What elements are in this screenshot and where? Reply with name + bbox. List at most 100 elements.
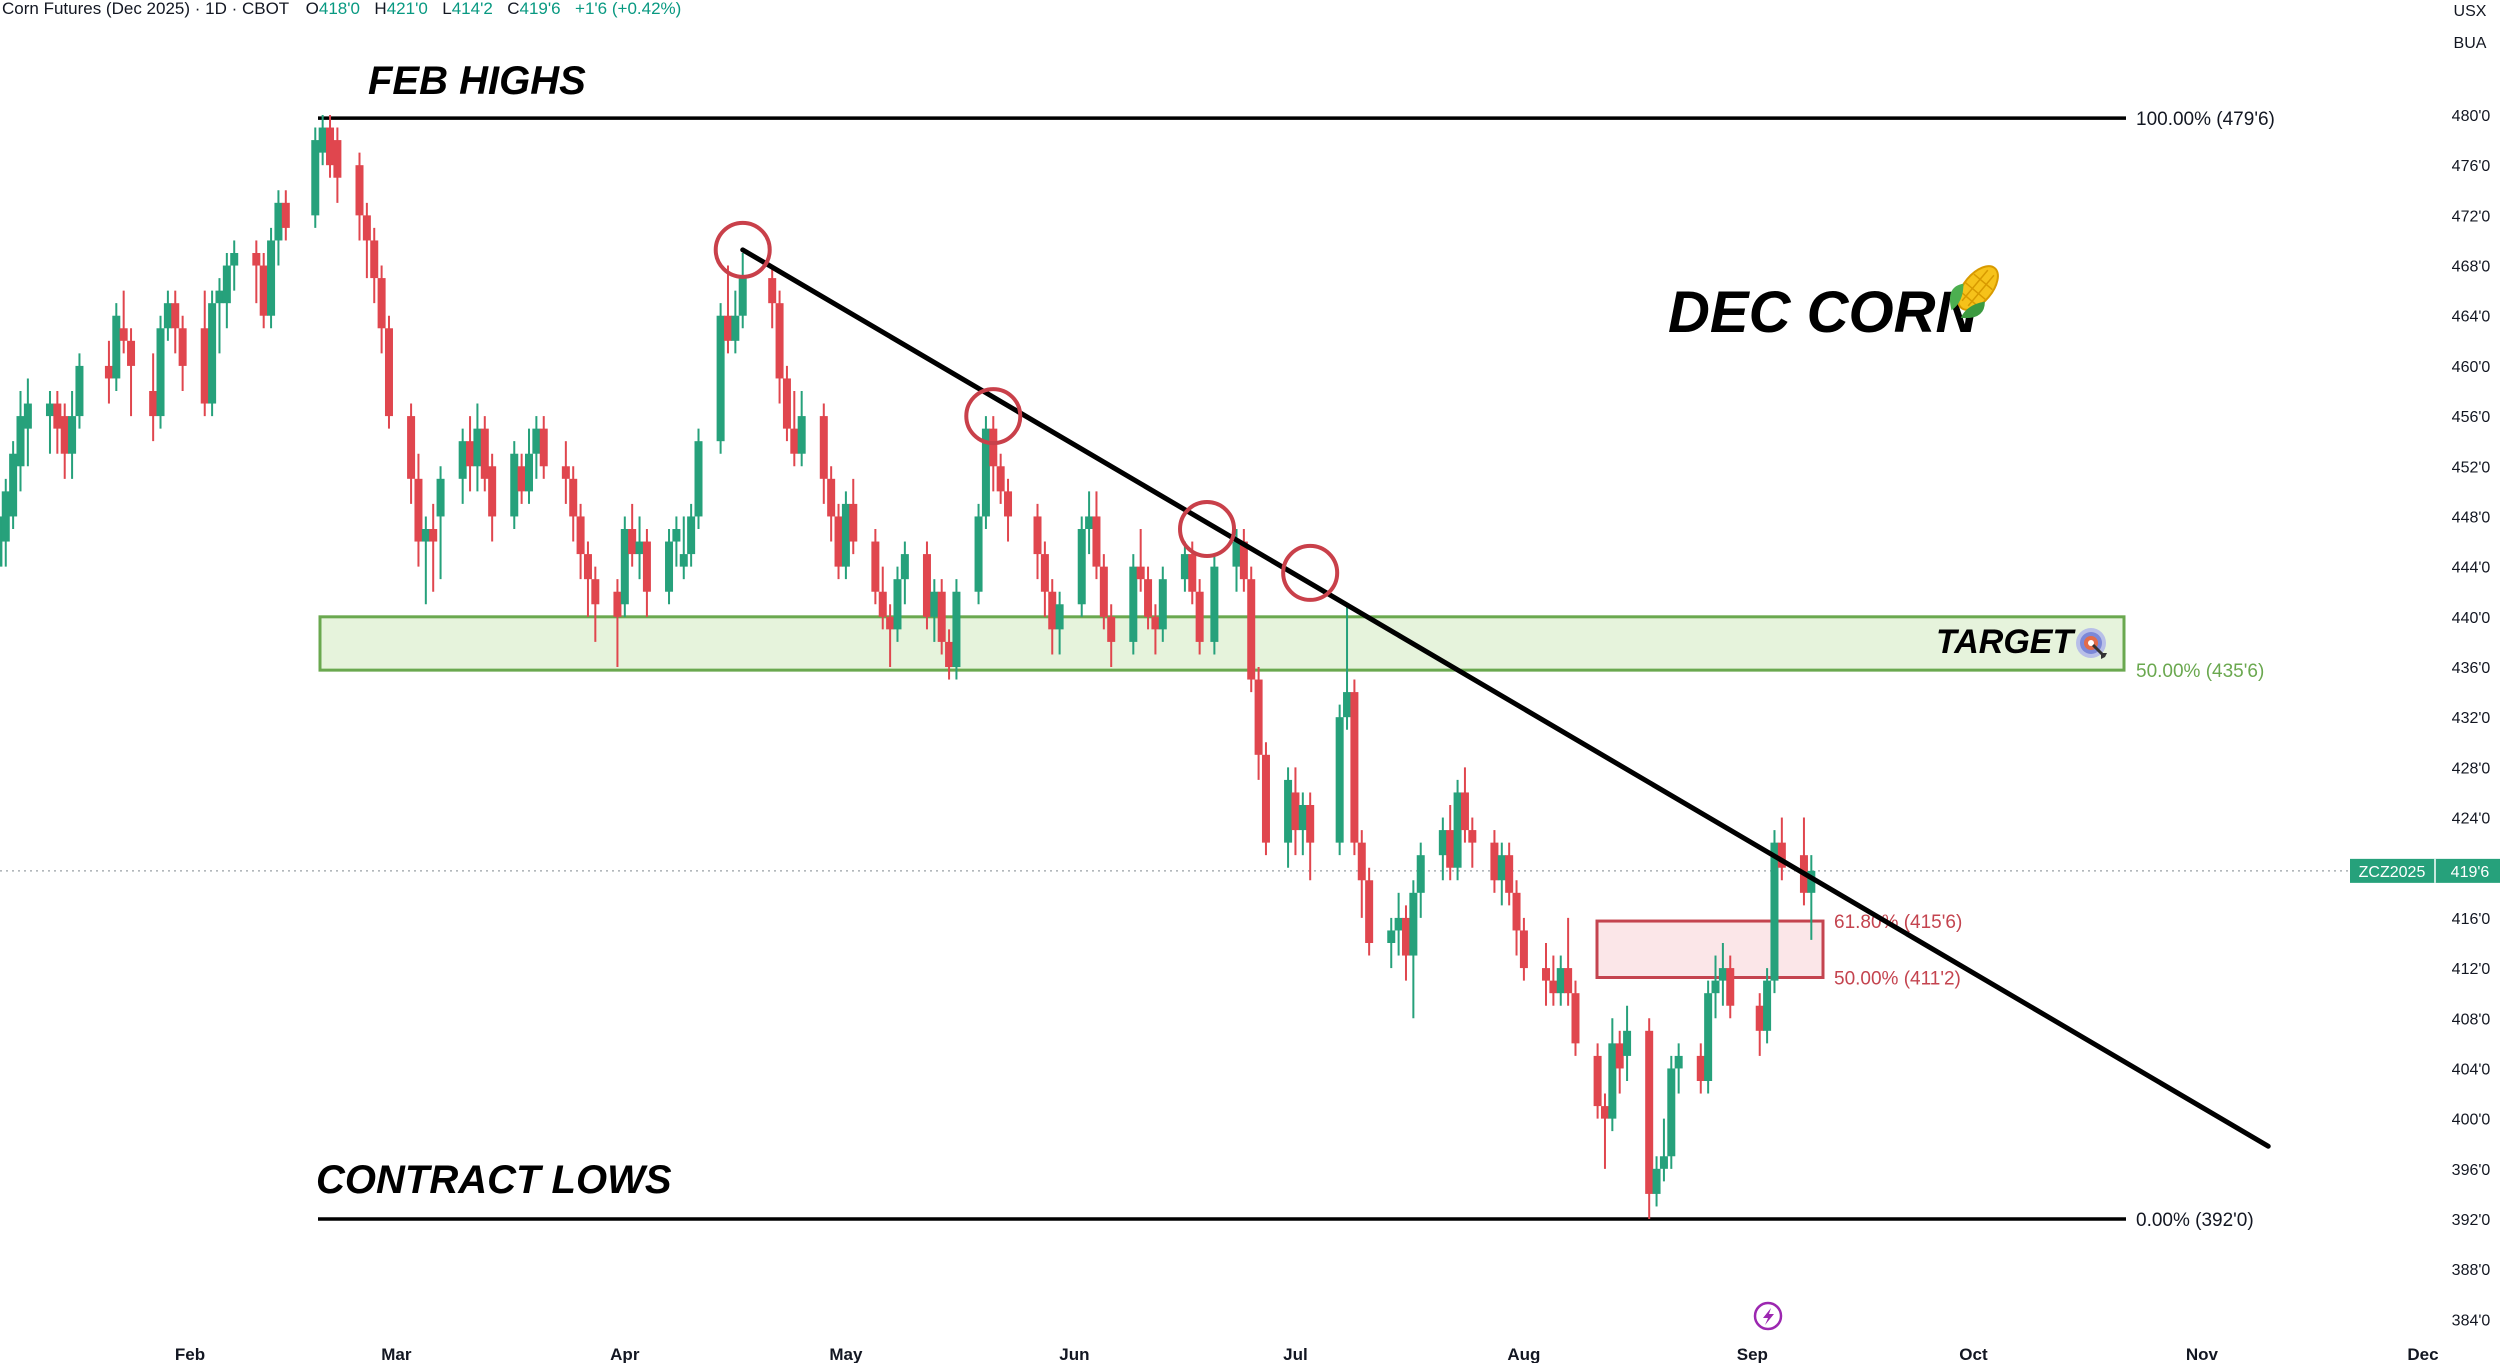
candle-body	[665, 541, 674, 592]
price-tick-label: 472'0	[2452, 208, 2491, 225]
candle-body	[1195, 591, 1204, 642]
candle-body	[613, 591, 622, 617]
candle-body	[488, 466, 497, 517]
candle	[1460, 767, 1469, 843]
candle	[642, 529, 651, 617]
candle	[163, 290, 172, 341]
feb-highs-label: FEB HIGHS	[368, 59, 586, 103]
candle-body	[974, 516, 983, 592]
candle	[665, 529, 674, 605]
candle-body	[1704, 993, 1713, 1081]
time-tick-label: Aug	[1507, 1345, 1540, 1363]
candle-body	[989, 428, 998, 467]
time-axis[interactable]: Feb Mar Apr May Jun Jul Aug Sep Oct Nov Dec	[175, 1345, 2439, 1363]
change-value: +1'6 (+0.42%)	[575, 0, 681, 18]
candle	[952, 579, 961, 680]
lightning-icon[interactable]	[1753, 1301, 1783, 1331]
candle	[1343, 604, 1352, 730]
price-axis[interactable]: 480'0 476'0 472'0 468'0 464'0 460'0 456'0 452'0…	[2350, 108, 2500, 1329]
candle	[989, 416, 998, 492]
candle	[1055, 591, 1064, 655]
candle	[1571, 980, 1580, 1056]
candle-body	[1542, 968, 1551, 981]
candle-body	[1055, 604, 1064, 630]
header-ohlc: Corn Futures (Dec 2025) · 1D · CBOT O418…	[2, 0, 681, 18]
candle-body	[900, 554, 909, 580]
candle	[1549, 955, 1558, 1006]
candle	[1048, 579, 1057, 655]
candle	[1394, 892, 1403, 956]
candle-body	[1232, 541, 1241, 567]
candle	[112, 303, 121, 391]
candle	[672, 516, 681, 567]
candle	[318, 115, 327, 166]
candle	[421, 516, 430, 605]
candle-body	[267, 240, 276, 316]
candle-body	[1446, 830, 1455, 868]
candle	[1799, 817, 1808, 906]
candle-body	[1387, 930, 1396, 943]
candle	[429, 503, 438, 592]
candle-body	[1033, 516, 1042, 555]
candle	[1777, 817, 1786, 881]
candle	[1306, 792, 1315, 881]
candle	[834, 503, 843, 580]
candle-body	[1807, 870, 1816, 893]
candle-body	[1144, 579, 1153, 617]
dec-corn-title: DEC CORN	[1668, 280, 1978, 345]
candle-body	[1254, 679, 1263, 755]
candle-body	[1004, 491, 1013, 517]
candle-body	[1667, 1068, 1676, 1157]
candle-body	[407, 416, 416, 479]
candle	[1195, 579, 1204, 655]
close-value: 419'6	[520, 0, 561, 18]
candle	[1763, 968, 1772, 1044]
candle-body	[1600, 1106, 1609, 1119]
time-tick-label: Apr	[610, 1345, 640, 1363]
price-tick-label: 456'0	[2452, 409, 2491, 426]
candle	[1151, 604, 1160, 655]
candle-body	[252, 253, 261, 266]
candle-body	[1777, 842, 1786, 868]
candle-body	[768, 278, 777, 304]
candle-body	[1564, 968, 1573, 994]
candle	[790, 391, 799, 467]
candle	[75, 353, 84, 429]
high-label: H	[374, 0, 386, 18]
candle	[1600, 1093, 1609, 1169]
candle-body	[1401, 917, 1410, 956]
retracement-zone	[1595, 919, 1825, 980]
candle-body	[1158, 579, 1167, 630]
candle-body	[112, 315, 121, 379]
candle-body	[1136, 566, 1145, 580]
candle-body	[576, 516, 585, 555]
fib-50-green-label: 50.00% (435'6)	[2136, 661, 2264, 682]
trendline-layer[interactable]	[713, 220, 2271, 1149]
candle	[407, 403, 416, 504]
candle-body	[60, 416, 69, 454]
candle-body	[679, 554, 688, 567]
candle-body	[1180, 554, 1189, 580]
candle	[326, 115, 335, 178]
candle-body	[1623, 1030, 1632, 1056]
candle	[981, 416, 990, 529]
candle-body	[1497, 855, 1506, 881]
candle	[149, 353, 158, 442]
candle	[119, 290, 128, 354]
candle-body	[1335, 717, 1344, 843]
candle-body	[532, 428, 541, 454]
candle	[377, 265, 386, 354]
candle	[871, 529, 880, 605]
candle	[1284, 767, 1293, 868]
candle-body	[215, 290, 224, 304]
candle-body	[1040, 554, 1049, 592]
candle	[1387, 917, 1396, 969]
price-tick-label: 392'0	[2452, 1212, 2491, 1229]
candle-body	[510, 453, 519, 517]
candle	[1438, 817, 1447, 881]
candle	[480, 416, 489, 492]
candle-body	[1210, 566, 1219, 642]
price-tick-label: 408'0	[2452, 1011, 2491, 1028]
downtrend-line[interactable]	[740, 247, 2271, 1149]
